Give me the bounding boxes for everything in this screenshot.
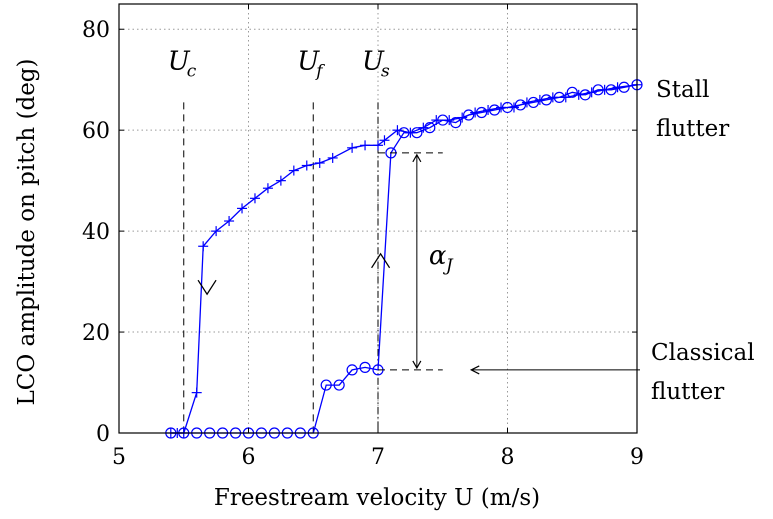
increasing-direction-chevron (371, 252, 391, 269)
jump-symbol: α (429, 241, 447, 271)
jump-arrowhead-up (412, 153, 422, 163)
data-point-circle (566, 86, 578, 98)
ticks: 5 6 7 8 9 0 20 40 60 80 (82, 4, 644, 470)
data-point-circle (320, 379, 332, 391)
data-point-circle (592, 84, 604, 96)
x-axis-label: Freestream velocity U (m/s) (214, 485, 540, 511)
data-point-plus (275, 175, 286, 186)
stall-flutter-label-line1: Stall (656, 77, 709, 103)
data-point-plus (560, 92, 571, 103)
data-point-circle (527, 96, 540, 109)
data-point-plus (379, 135, 390, 146)
data-point-circle (476, 106, 488, 119)
data-point-circle (346, 364, 358, 376)
data-point-plus (191, 387, 202, 398)
jump-subscript: J (443, 256, 454, 276)
y-axis-label: LCO amplitude on pitch (deg) (14, 59, 40, 406)
critical-velocity-symbol: U (297, 47, 320, 77)
data-point-plus (301, 160, 312, 171)
data-point-plus (327, 152, 338, 163)
data-point-plus (314, 157, 325, 168)
classical-flutter-label-line1: Classical (651, 340, 755, 366)
y-tick-label: 0 (96, 422, 110, 447)
critical-velocity-symbol: U (168, 47, 191, 77)
data-point-plus (211, 226, 222, 237)
data-point-circle (463, 109, 475, 121)
data-point-circle (359, 361, 371, 373)
y-tick-label: 20 (82, 321, 110, 346)
critical-velocity-subscript: c (187, 62, 197, 82)
data-point-circle (540, 94, 552, 106)
x-tick-label: 9 (630, 445, 644, 470)
series-line (170, 84, 638, 434)
data-point-circle (553, 91, 565, 103)
y-tick-label: 40 (82, 220, 110, 245)
data-point-plus (249, 193, 260, 204)
data-point-plus (224, 216, 235, 227)
classical-pointer-head (469, 365, 480, 375)
data-point-circle (437, 114, 449, 126)
classical-flutter-label-line2: flutter (651, 379, 724, 405)
critical-velocity-subscript: f (314, 62, 325, 82)
series-line (170, 84, 638, 434)
data-point-circle (411, 127, 423, 139)
x-tick-label: 7 (371, 445, 385, 470)
data-point-circle (579, 89, 591, 101)
plot-frame (118, 3, 638, 434)
data-point-circle (450, 117, 462, 129)
x-tick-label: 5 (112, 445, 126, 470)
y-tick-label: 60 (82, 119, 110, 144)
data-point-circle (605, 84, 617, 96)
y-tick-label: 80 (82, 18, 110, 43)
data-point-plus (418, 122, 429, 133)
data-point-circle (424, 122, 436, 134)
data-point-circle (618, 81, 630, 93)
critical-velocity-subscript: s (381, 62, 390, 82)
data-point-plus (288, 165, 299, 176)
data-point-plus (198, 241, 209, 252)
x-tick-label: 6 (242, 445, 256, 470)
data-point-plus (392, 125, 403, 136)
data-point-circle (501, 101, 514, 114)
reference-lines: Uc Uf Us (168, 47, 390, 433)
jump-arrowhead-down (412, 360, 422, 370)
data-point-plus (237, 203, 248, 214)
series-layer (165, 79, 643, 439)
data-point-circle (398, 127, 410, 139)
data-point-plus (347, 142, 358, 153)
data-point-circle (488, 104, 501, 116)
data-point-circle (514, 99, 527, 111)
critical-velocity-symbol: U (362, 47, 385, 77)
data-point-plus (360, 140, 371, 151)
data-point-plus (262, 183, 273, 194)
data-point-circle (333, 379, 345, 391)
data-point-plus (373, 140, 383, 151)
decreasing-direction-chevron (197, 279, 217, 296)
x-tick-label: 8 (501, 445, 515, 470)
stall-flutter-label-line2: flutter (656, 116, 729, 142)
